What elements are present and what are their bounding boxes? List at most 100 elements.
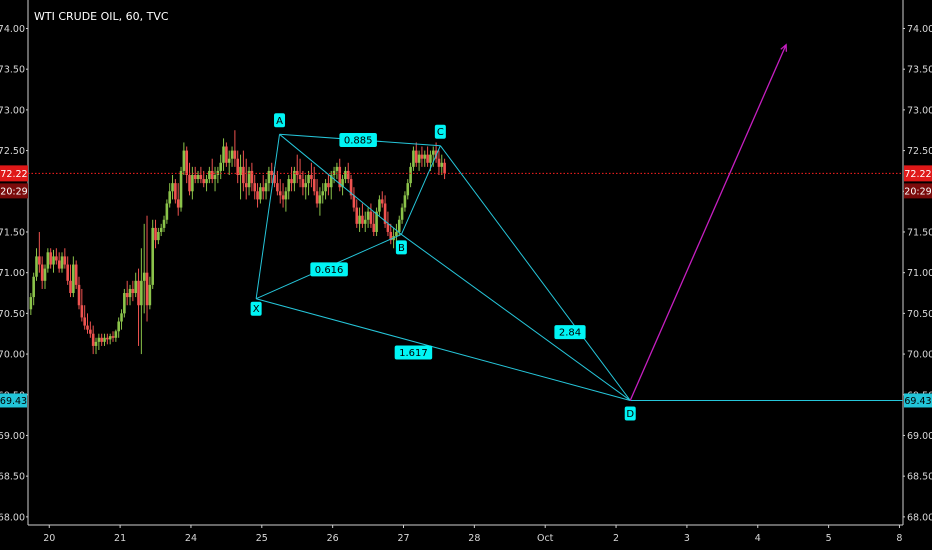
candle-body <box>168 191 172 204</box>
candle-body <box>174 183 177 200</box>
x-tick-label: 8 <box>896 533 902 544</box>
x-tick-label: 20 <box>43 533 55 544</box>
candle-body <box>403 195 407 208</box>
current-price-label: 72.22 <box>904 169 931 180</box>
candle-body <box>409 166 412 184</box>
candle-body <box>429 154 432 163</box>
pattern-point-label: D <box>626 409 634 420</box>
pattern-point-label: A <box>276 116 283 127</box>
candle-body <box>108 336 112 340</box>
candle-body <box>97 337 101 342</box>
candle-body <box>131 288 135 294</box>
pattern-leg-bc <box>400 145 441 235</box>
candle-body <box>338 166 342 188</box>
candle-body <box>361 215 364 224</box>
candle-body <box>426 154 429 163</box>
candle-body <box>123 293 126 314</box>
y-tick-label-left: 70.00 <box>0 350 25 361</box>
candle-body <box>227 158 231 163</box>
candle-body <box>151 227 154 285</box>
candle-body <box>335 166 339 171</box>
candle-body <box>386 223 390 232</box>
candle-body <box>420 154 424 159</box>
candle-body <box>312 179 316 192</box>
candle-body <box>38 256 41 265</box>
pattern-leg-cd <box>439 145 631 401</box>
candle-body <box>395 231 398 237</box>
candle-body <box>185 150 189 175</box>
candle-body <box>120 313 123 322</box>
candle-body <box>154 227 157 241</box>
y-tick-label-left: 68.00 <box>0 512 25 523</box>
candle-body <box>171 183 174 192</box>
candle-body <box>247 170 251 188</box>
candle-body <box>208 170 211 180</box>
candles <box>29 130 446 355</box>
ratio-label: 2.84 <box>559 328 581 339</box>
pattern-point-marker <box>434 124 446 139</box>
candle-body <box>57 260 61 269</box>
y-tick-label-left: 68.50 <box>0 472 25 483</box>
candle-body <box>414 150 418 163</box>
time-label: 20:29 <box>904 186 931 197</box>
candle-body <box>125 293 129 298</box>
y-tick-label-right: 71.00 <box>907 268 932 279</box>
candle-body <box>66 264 69 281</box>
candle-body <box>46 252 50 269</box>
candle-body <box>366 211 370 220</box>
y-tick-label-left: 70.50 <box>0 309 25 320</box>
time-tag <box>904 183 932 199</box>
chart-title: WTI CRUDE OIL, 60, TVC <box>34 10 169 23</box>
candle-body <box>111 336 115 338</box>
candle-body <box>165 203 169 220</box>
candle-body <box>114 331 118 338</box>
candle-body <box>400 207 404 220</box>
y-tick-label-right: 70.50 <box>907 309 932 320</box>
ratio-label-box <box>310 262 348 277</box>
pattern-ratio-bd <box>401 234 631 401</box>
y-tick-label-left: 71.50 <box>0 227 25 238</box>
y-tick-label-left: 73.00 <box>0 105 25 116</box>
candle-body <box>40 264 44 281</box>
projection-arrowhead <box>780 43 788 52</box>
candle-body <box>437 158 441 167</box>
y-tick-label-left: 72.50 <box>0 146 25 157</box>
candle-body <box>332 170 336 175</box>
candle-body <box>225 146 228 163</box>
candle-body <box>205 179 208 184</box>
pattern-point-label: X <box>253 304 260 315</box>
candle-body <box>128 288 132 298</box>
candle-body <box>273 175 276 184</box>
candle-body <box>134 280 137 294</box>
candle-body <box>278 191 282 196</box>
candle-body <box>145 272 149 306</box>
current-price-tag <box>904 165 932 182</box>
current-price-label: 72.22 <box>0 169 27 180</box>
candle-body <box>324 183 327 192</box>
y-tick-label-left: 69.00 <box>0 431 25 442</box>
pattern-point-label: B <box>398 243 405 254</box>
y-tick-label-right: 74.00 <box>907 24 932 35</box>
candle-body <box>196 175 200 180</box>
candle-body <box>355 207 359 224</box>
candle-body <box>244 183 248 188</box>
candle-body <box>35 256 38 277</box>
candle-body <box>162 219 166 228</box>
candle-body <box>310 175 313 180</box>
candle-body <box>443 162 446 174</box>
candle-body <box>307 175 310 184</box>
candle-body <box>74 264 78 285</box>
candle-body <box>49 252 52 265</box>
candle-body <box>191 175 194 192</box>
candle-body <box>77 284 81 306</box>
pattern-point-label: C <box>437 127 444 138</box>
candle-body <box>304 183 308 188</box>
candle-body <box>117 321 120 332</box>
x-tick-label: Oct <box>537 533 554 544</box>
candle-body <box>412 150 415 167</box>
y-tick-label-right: 68.00 <box>907 512 932 523</box>
candle-body <box>222 146 225 163</box>
candle-body <box>295 170 299 175</box>
candle-body <box>236 158 240 175</box>
ratio-label: 1.617 <box>399 348 428 359</box>
